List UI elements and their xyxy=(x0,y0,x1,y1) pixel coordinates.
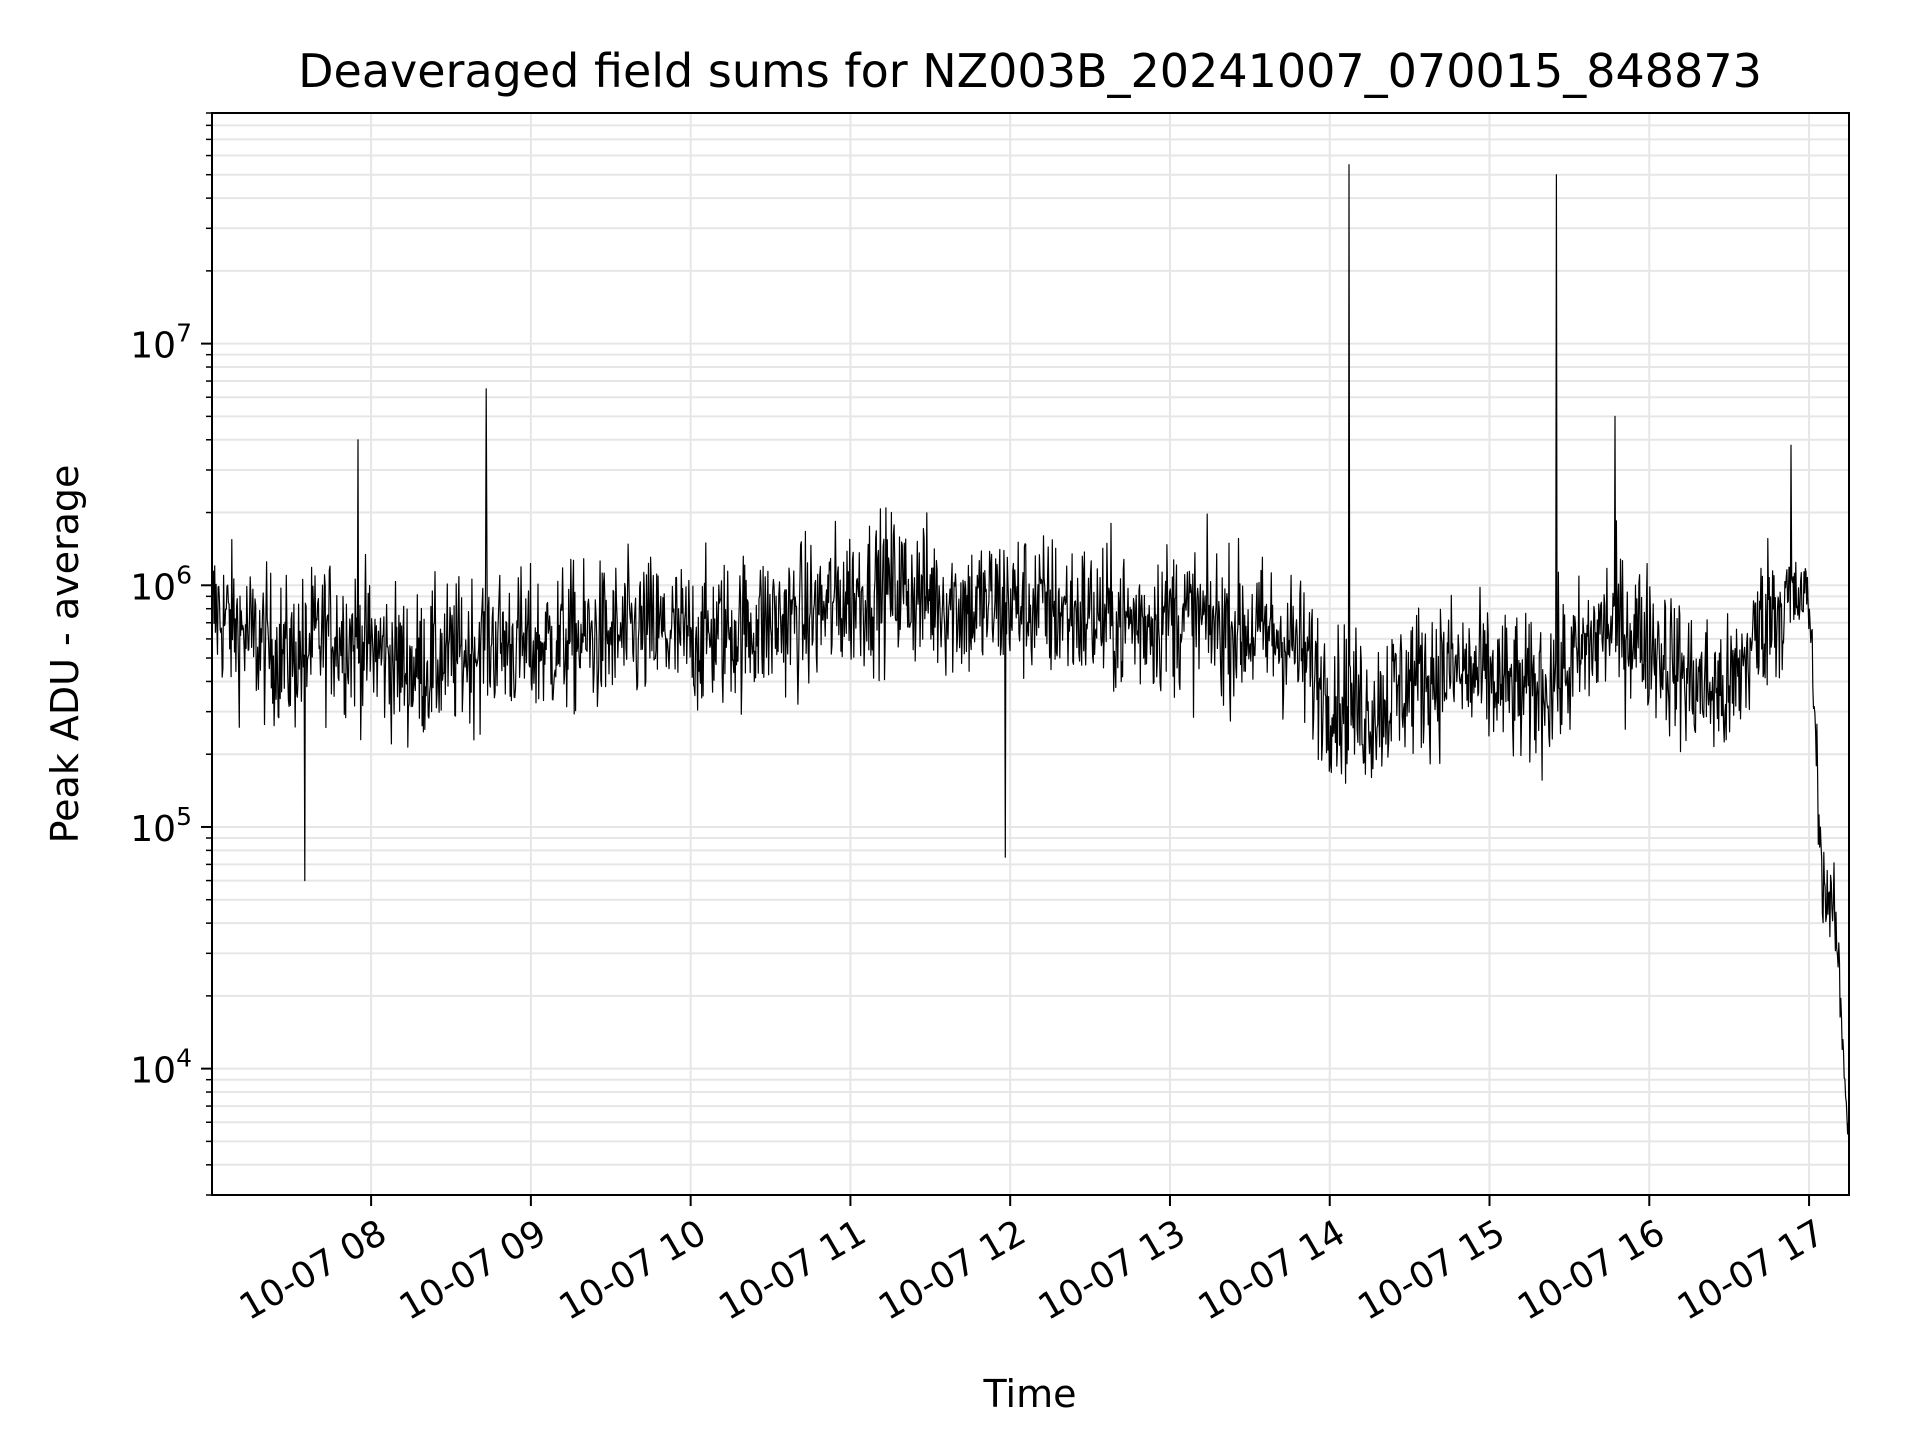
series-line xyxy=(211,164,1850,1159)
y-tick-label: 107 xyxy=(130,319,192,367)
x-axis-label: Time xyxy=(983,1372,1077,1416)
y-axis-label: Peak ADU - average xyxy=(43,465,87,844)
y-tick-label: 105 xyxy=(130,802,192,850)
series-layer xyxy=(211,164,1850,1159)
plot-frame xyxy=(211,112,1850,1196)
chart-title: Deaveraged field sums for NZ003B_2024100… xyxy=(298,44,1762,98)
y-tick-label: 104 xyxy=(130,1044,192,1092)
y-tick-label: 106 xyxy=(130,560,192,608)
